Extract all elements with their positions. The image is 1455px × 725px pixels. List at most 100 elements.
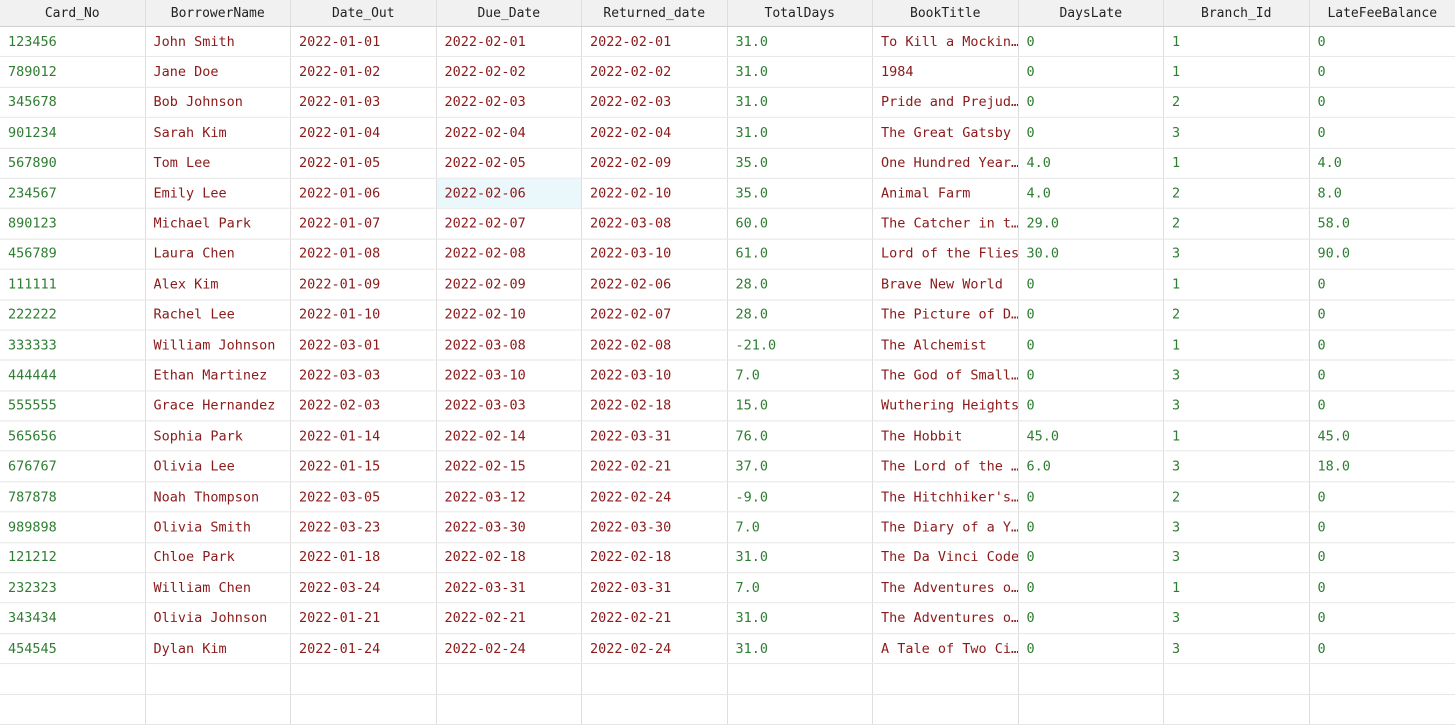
cell-card-no[interactable]: 444444	[0, 360, 146, 391]
cell-dayslate[interactable]: 45.0	[1019, 421, 1164, 451]
cell-booktitle[interactable]: Animal Farm	[873, 178, 1019, 209]
cell-booktitle[interactable]: One Hundred Year…	[873, 148, 1019, 178]
cell-totaldays[interactable]: 28.0	[728, 269, 873, 300]
table-row[interactable]: 890123 Michael Park 2022-01-07 2022-02-07 20…	[0, 209, 1455, 240]
cell-latefeebalance[interactable]: 0	[1317, 33, 1326, 50]
cell-borrowername[interactable]: Emily Lee	[146, 178, 291, 209]
cell-latefeebalance[interactable]: 0	[1317, 488, 1326, 505]
cell-latefeebalance[interactable]: 0	[1317, 306, 1326, 323]
cell-booktitle[interactable]: The Da Vinci Code	[873, 542, 1019, 573]
cell-latefeebalance[interactable]: 0	[1317, 519, 1326, 536]
table-row[interactable]: 444444 Ethan Martinez 2022-03-03 2022-03-10…	[0, 360, 1455, 392]
cell-returned-date[interactable]: 2022-02-02	[582, 57, 728, 87]
cell-dayslate[interactable]: 0	[1019, 482, 1164, 512]
table-row[interactable]: 901234 Sarah Kim 2022-01-04 2022-02-04 2022-…	[0, 118, 1455, 149]
cell-branch-id[interactable]: 2	[1164, 87, 1310, 118]
cell-booktitle[interactable]: To Kill a Mockin…	[873, 26, 1019, 57]
cell-returned-date[interactable]: 2022-02-18	[582, 542, 728, 573]
table-row[interactable]: 567890 Tom Lee 2022-01-05 2022-02-05 2022-02…	[0, 148, 1455, 179]
cell-booktitle[interactable]: The Alchemist	[873, 330, 1019, 360]
cell-due-date[interactable]: 2022-02-10	[437, 300, 582, 330]
cell-booktitle[interactable]: Pride and Prejud…	[873, 87, 1019, 118]
cell-branch-id[interactable]: 3	[1164, 512, 1310, 542]
cell-card-no[interactable]: 901234	[0, 118, 146, 148]
cell-dayslate[interactable]: 0	[1019, 391, 1164, 421]
cell-dayslate[interactable]: 29.0	[1019, 209, 1164, 239]
cell-branch-id[interactable]: 2	[1164, 482, 1310, 512]
cell-latefeebalance[interactable]: 0	[1317, 94, 1326, 111]
cell-latefeebalance[interactable]: 0	[1317, 549, 1326, 566]
cell-totaldays[interactable]: 76.0	[728, 421, 873, 451]
cell-branch-id[interactable]: 1	[1164, 26, 1310, 57]
cell-booktitle[interactable]: The Picture of D…	[873, 300, 1019, 330]
cell-borrowername[interactable]: Sarah Kim	[146, 118, 291, 148]
cell-borrowername[interactable]: Olivia Lee	[146, 451, 291, 482]
cell-date-out[interactable]: 2022-01-09	[291, 269, 437, 300]
cell-card-no[interactable]: 345678	[0, 87, 146, 118]
cell-card-no[interactable]: 456789	[0, 239, 146, 269]
cell-booktitle[interactable]: The Adventures o…	[873, 603, 1019, 633]
cell-borrowername[interactable]: William Johnson	[146, 330, 291, 360]
cell-card-no[interactable]: 343434	[0, 603, 146, 633]
cell-card-no[interactable]: 222222	[0, 300, 146, 330]
cell-booktitle[interactable]: The Catcher in t…	[873, 209, 1019, 239]
cell-date-out[interactable]: 2022-01-07	[291, 209, 437, 239]
cell-returned-date[interactable]: 2022-02-18	[582, 391, 728, 421]
cell-borrowername[interactable]: William Chen	[146, 573, 291, 603]
cell-dayslate[interactable]: 0	[1019, 118, 1164, 148]
cell-borrowername[interactable]: Ethan Martinez	[146, 360, 291, 391]
table-row[interactable]: 787878 Noah Thompson 2022-03-05 2022-03-12 2…	[0, 482, 1455, 513]
cell-date-out[interactable]: 2022-01-21	[291, 603, 437, 633]
cell-latefeebalance[interactable]: 8.0	[1317, 185, 1342, 202]
cell-date-out[interactable]: 2022-01-24	[291, 633, 437, 664]
cell-totaldays[interactable]: 37.0	[728, 451, 873, 482]
cell-branch-id[interactable]: 3	[1164, 360, 1310, 391]
column-header-totaldays[interactable]: TotalDays	[728, 0, 873, 26]
cell-returned-date[interactable]: 2022-02-08	[582, 330, 728, 360]
cell-branch-id[interactable]: 2	[1164, 300, 1310, 330]
cell-totaldays[interactable]: 15.0	[728, 391, 873, 421]
cell-latefeebalance[interactable]: 0	[1317, 63, 1326, 80]
table-row[interactable]: 456789 Laura Chen 2022-01-08 2022-02-08 2022…	[0, 239, 1455, 270]
cell-date-out[interactable]: 2022-01-10	[291, 300, 437, 330]
cell-card-no[interactable]: 234567	[0, 178, 146, 209]
cell-totaldays[interactable]: 7.0	[728, 573, 873, 603]
cell-branch-id[interactable]: 2	[1164, 209, 1310, 239]
cell-due-date[interactable]: 2022-03-03	[437, 391, 582, 421]
cell-date-out[interactable]: 2022-03-01	[291, 330, 437, 360]
cell-totaldays[interactable]: 31.0	[728, 603, 873, 633]
cell-returned-date[interactable]: 2022-02-21	[582, 451, 728, 482]
cell-returned-date[interactable]: 2022-02-06	[582, 269, 728, 300]
cell-branch-id[interactable]: 1	[1164, 57, 1310, 87]
cell-card-no[interactable]: 232323	[0, 573, 146, 603]
cell-returned-date[interactable]: 2022-03-30	[582, 512, 728, 542]
cell-returned-date[interactable]: 2022-02-21	[582, 603, 728, 633]
cell-due-date[interactable]: 2022-02-14	[437, 421, 582, 451]
cell-card-no[interactable]: 565656	[0, 421, 146, 451]
cell-returned-date[interactable]: 2022-02-10	[582, 178, 728, 209]
cell-borrowername[interactable]: Laura Chen	[146, 239, 291, 269]
table-row[interactable]: 454545 Dylan Kim 2022-01-24 2022-02-24 2022-…	[0, 633, 1455, 665]
cell-booktitle[interactable]: The Hobbit	[873, 421, 1019, 451]
cell-branch-id[interactable]: 1	[1164, 330, 1310, 360]
cell-card-no[interactable]: 787878	[0, 482, 146, 512]
cell-borrowername[interactable]: Olivia Smith	[146, 512, 291, 542]
cell-booktitle[interactable]: Wuthering Heights	[873, 391, 1019, 421]
cell-due-date[interactable]: 2022-03-12	[437, 482, 582, 512]
cell-branch-id[interactable]: 1	[1164, 148, 1310, 178]
cell-card-no[interactable]: 123456	[0, 26, 146, 57]
cell-due-date[interactable]: 2022-03-10	[437, 360, 582, 391]
cell-latefeebalance[interactable]: 0	[1317, 579, 1326, 596]
table-row[interactable]: 555555 Grace Hernandez 2022-02-03 2022-03-0…	[0, 391, 1455, 422]
cell-dayslate[interactable]: 0	[1019, 87, 1164, 118]
cell-card-no[interactable]: 676767	[0, 451, 146, 482]
cell-card-no[interactable]: 121212	[0, 542, 146, 573]
cell-dayslate[interactable]: 6.0	[1019, 451, 1164, 482]
cell-date-out[interactable]: 2022-01-14	[291, 421, 437, 451]
cell-due-date[interactable]: 2022-03-08	[437, 330, 582, 360]
column-header-card-no[interactable]: Card_No	[0, 0, 146, 26]
cell-date-out[interactable]: 2022-02-03	[291, 391, 437, 421]
cell-totaldays[interactable]: 35.0	[728, 148, 873, 178]
cell-borrowername[interactable]: Chloe Park	[146, 542, 291, 573]
cell-totaldays[interactable]: 31.0	[728, 87, 873, 118]
